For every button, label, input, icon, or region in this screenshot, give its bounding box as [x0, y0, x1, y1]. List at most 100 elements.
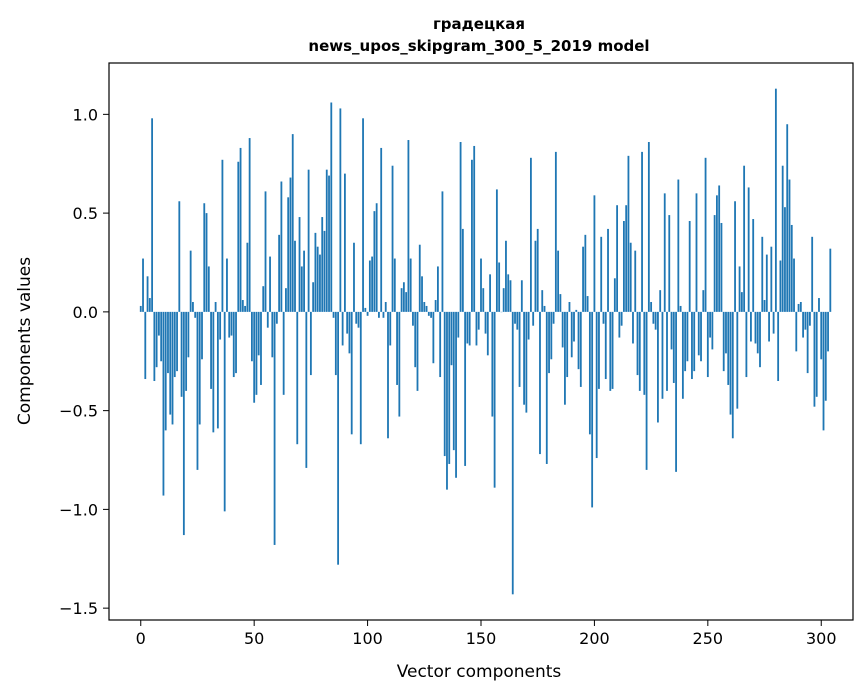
bar-221 — [641, 151, 643, 312]
bar-263 — [736, 311, 739, 409]
bar-105 — [378, 311, 380, 318]
bar-232 — [666, 311, 668, 391]
bar-134 — [443, 311, 446, 457]
bar-64 — [285, 288, 287, 312]
bar-153 — [486, 311, 489, 356]
bar-11 — [164, 311, 167, 431]
bar-123 — [418, 244, 421, 312]
y-tick-label: 0.0 — [73, 303, 98, 322]
bar-233 — [668, 215, 671, 312]
y-tick-label: 1.0 — [73, 105, 98, 124]
bar-24 — [194, 311, 197, 318]
bar-23 — [192, 301, 194, 312]
bar-242 — [688, 221, 691, 312]
bar-28 — [203, 203, 206, 312]
bar-140 — [457, 311, 460, 338]
bar-95 — [355, 311, 358, 324]
bar-157 — [495, 189, 498, 312]
bar-177 — [541, 290, 544, 312]
bar-22 — [189, 250, 192, 312]
bar-161 — [505, 240, 507, 312]
bar-4 — [148, 298, 151, 312]
bar-154 — [489, 274, 491, 312]
bar-179 — [545, 311, 548, 464]
bar-185 — [559, 294, 562, 312]
bar-227 — [654, 311, 657, 330]
bar-13 — [169, 311, 172, 415]
bar-229 — [659, 290, 662, 312]
bar-15 — [173, 311, 176, 378]
bar-87 — [337, 311, 340, 565]
bar-107 — [382, 311, 385, 318]
bar-43 — [237, 161, 240, 312]
bar-41 — [232, 311, 235, 378]
bar-250 — [706, 311, 709, 378]
bar-102 — [371, 256, 374, 312]
bar-272 — [756, 311, 759, 354]
bar-21 — [187, 311, 190, 358]
bar-257 — [722, 311, 725, 372]
bar-149 — [477, 311, 480, 330]
bar-83 — [328, 175, 330, 312]
bar-3 — [146, 276, 149, 312]
bar-36 — [221, 159, 224, 312]
bar-135 — [446, 311, 448, 490]
bar-184 — [557, 250, 560, 312]
bar-298 — [815, 311, 818, 397]
bar-192 — [575, 309, 578, 312]
bar-80 — [321, 217, 324, 312]
x-tick-label: 100 — [352, 629, 383, 648]
bar-277 — [768, 311, 770, 342]
bar-256 — [720, 222, 723, 312]
bar-191 — [573, 311, 575, 342]
bar-128 — [430, 311, 433, 318]
bar-62 — [280, 181, 283, 312]
bar-295 — [808, 311, 811, 326]
bar-182 — [552, 311, 555, 324]
bar-141 — [459, 142, 462, 312]
bar-269 — [750, 311, 752, 342]
bar-239 — [681, 311, 684, 399]
bar-127 — [427, 311, 430, 316]
bar-94 — [353, 242, 355, 312]
bar-63 — [282, 311, 285, 395]
bar-219 — [636, 311, 639, 376]
bar-92 — [348, 311, 351, 354]
bar-88 — [339, 108, 342, 312]
bar-59 — [273, 311, 276, 545]
bar-171 — [527, 311, 530, 340]
bar-287 — [790, 224, 793, 312]
bar-69 — [296, 311, 299, 445]
bar-116 — [402, 282, 405, 312]
bar-151 — [482, 288, 485, 312]
bar-89 — [341, 311, 344, 346]
bar-124 — [421, 276, 423, 312]
bar-262 — [734, 201, 736, 312]
bar-220 — [638, 311, 641, 391]
bar-99 — [364, 307, 367, 312]
tick-layer: 0 50 100 150 200 250 300 1.0 0.5 0.0 −0.5 −1.0 −1.5 — [59, 105, 836, 648]
bar-144 — [466, 311, 469, 344]
bar-137 — [450, 311, 453, 366]
bar-85 — [332, 311, 335, 318]
bar-130 — [434, 300, 437, 312]
bar-40 — [230, 311, 233, 336]
bar-173 — [532, 311, 535, 326]
bar-58 — [271, 311, 274, 358]
bar-38 — [226, 258, 228, 312]
chart-title-line1: градецкая — [433, 15, 525, 33]
bar-285 — [786, 124, 789, 312]
bar-106 — [380, 147, 383, 312]
bar-259 — [727, 311, 730, 385]
bar-290 — [797, 303, 800, 312]
bar-79 — [319, 254, 321, 312]
y-tick-label: −1.5 — [59, 599, 98, 618]
bar-129 — [432, 311, 435, 364]
bar-147 — [473, 145, 476, 312]
bar-108 — [384, 301, 387, 312]
bar-264 — [738, 266, 741, 312]
bar-189 — [568, 301, 571, 312]
bar-196 — [584, 234, 587, 312]
bar-198 — [588, 311, 591, 435]
